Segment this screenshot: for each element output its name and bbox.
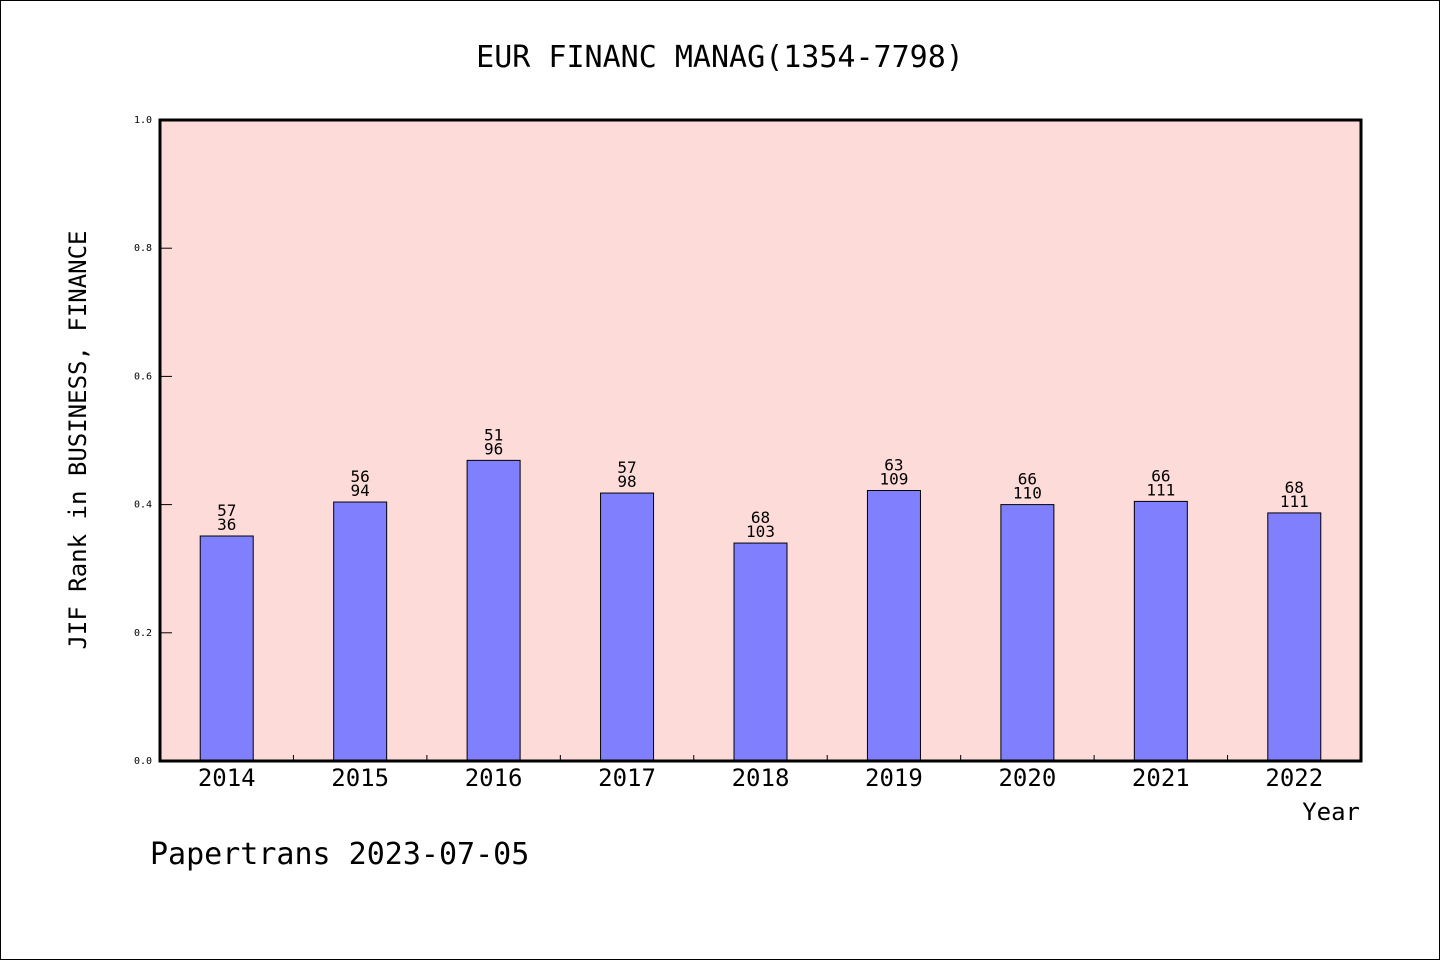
x-tick-label-2021: 2021 xyxy=(1132,764,1190,792)
y-tick-label-1: 0.2 xyxy=(134,628,152,639)
bar-label-bottom-2017: 98 xyxy=(617,472,636,491)
y-axis-label: JIF Rank in BUSINESS, FINANCE xyxy=(64,230,92,649)
bar-label-bottom-2022: 111 xyxy=(1280,492,1309,511)
footer-text: Papertrans 2023-07-05 xyxy=(150,837,529,872)
x-tick-label-2022: 2022 xyxy=(1265,764,1323,792)
y-tick-label-5: 1.0 xyxy=(134,115,152,126)
bar-label-bottom-2015: 94 xyxy=(351,481,370,500)
x-tick-label-2014: 2014 xyxy=(198,764,256,792)
bar-label-top-2017: 57 xyxy=(617,458,636,477)
bar-label-top-2014: 57 xyxy=(217,501,236,520)
bar-2016 xyxy=(466,459,521,762)
y-tick-label-0: 0.0 xyxy=(134,756,152,767)
x-tick-label-2015: 2015 xyxy=(331,764,389,792)
y-tick-label-2: 0.4 xyxy=(134,500,152,511)
x-axis-label: Year xyxy=(1302,798,1360,826)
bar-2019 xyxy=(866,489,921,762)
y-tick-label-3: 0.6 xyxy=(134,371,152,382)
bar-label-bottom-2021: 111 xyxy=(1146,480,1175,499)
bar-2021 xyxy=(1133,500,1188,762)
bar-label-bottom-2018: 103 xyxy=(746,522,775,541)
x-tick-label-2020: 2020 xyxy=(998,764,1056,792)
bar-2020 xyxy=(1000,504,1055,762)
bar-label-bottom-2016: 96 xyxy=(484,439,503,458)
bar-label-top-2015: 56 xyxy=(351,467,370,486)
bar-2018 xyxy=(733,542,788,762)
y-tick-label-4: 0.8 xyxy=(134,243,152,254)
bar-label-top-2019: 63 xyxy=(884,455,903,474)
bar-2015 xyxy=(333,501,388,762)
bar-label-top-2021: 66 xyxy=(1151,466,1170,485)
bar-2014 xyxy=(199,535,254,762)
bar-label-bottom-2014: 36 xyxy=(217,515,236,534)
bar-label-top-2016: 51 xyxy=(484,425,503,444)
x-tick-label-2017: 2017 xyxy=(598,764,656,792)
bar-label-top-2022: 68 xyxy=(1285,478,1304,497)
bar-label-bottom-2019: 109 xyxy=(879,469,908,488)
x-tick-label-2019: 2019 xyxy=(865,764,923,792)
x-ticks-group: 2014 2015 2016 2017 2018 2019 2020 2021 2022 xyxy=(198,755,1323,792)
bar-2022 xyxy=(1267,512,1322,762)
bar-label-top-2020: 66 xyxy=(1018,470,1037,489)
bar-label-top-2018: 68 xyxy=(751,508,770,527)
chart-title: EUR FINANC MANAG(1354-7798) xyxy=(476,40,964,75)
plot-border xyxy=(158,118,1363,763)
x-tick-label-2016: 2016 xyxy=(465,764,523,792)
x-tick-label-2018: 2018 xyxy=(732,764,790,792)
bar-2017 xyxy=(600,492,655,762)
bar-label-bottom-2020: 110 xyxy=(1013,484,1042,503)
